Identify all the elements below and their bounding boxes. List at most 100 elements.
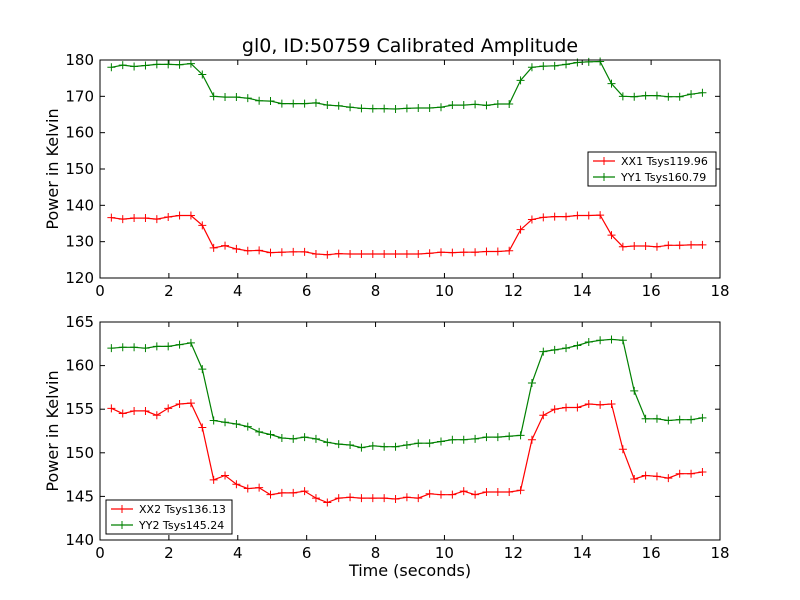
legend-marker — [600, 157, 608, 165]
data-point — [221, 471, 230, 480]
legend-label: XX2 Tsys136.13 — [139, 503, 226, 516]
data-point — [266, 97, 275, 106]
data-point — [141, 214, 150, 223]
data-point — [198, 70, 207, 79]
data-point — [346, 103, 355, 112]
data-point — [437, 490, 445, 499]
data-point — [118, 343, 127, 352]
series-yy1 — [107, 57, 707, 114]
data-point — [334, 249, 343, 258]
y-axis-label: Power in Kelvin — [43, 108, 62, 229]
y-tick-label: 170 — [65, 87, 94, 105]
data-point — [391, 495, 400, 504]
data-point — [277, 248, 286, 257]
data-point — [186, 211, 195, 220]
x-tick-label: 10 — [435, 282, 454, 300]
data-point — [437, 437, 445, 446]
data-point — [141, 61, 150, 70]
data-point — [402, 440, 411, 449]
series-line — [111, 338, 703, 449]
data-point — [255, 246, 264, 255]
data-point — [130, 343, 139, 352]
legend-entry: YY2 Tsys145.24 — [111, 519, 224, 532]
data-point — [243, 422, 252, 431]
data-point — [152, 342, 161, 351]
data-point — [539, 347, 548, 356]
data-point — [107, 344, 116, 353]
data-point — [516, 431, 525, 440]
data-point — [243, 246, 252, 255]
data-point — [675, 469, 684, 478]
legend-entry: XX1 Tsys119.96 — [593, 155, 708, 168]
data-point — [641, 414, 650, 423]
data-point — [482, 433, 491, 442]
data-point — [380, 442, 389, 451]
data-point — [459, 101, 468, 110]
data-point — [402, 104, 411, 113]
legend-label: XX1 Tsys119.96 — [621, 155, 708, 168]
data-point — [505, 432, 514, 441]
data-point — [346, 440, 355, 449]
data-point — [493, 247, 502, 256]
data-point — [334, 494, 343, 503]
legend-label: YY2 Tsys145.24 — [138, 519, 224, 532]
data-point — [232, 420, 241, 429]
data-point — [198, 423, 207, 432]
data-point — [618, 445, 627, 454]
data-point — [675, 241, 684, 250]
data-point — [368, 494, 377, 503]
data-point — [368, 441, 377, 450]
x-tick-label: 14 — [573, 282, 592, 300]
x-tick-label: 8 — [371, 282, 381, 300]
legend-marker — [118, 521, 126, 529]
data-point — [414, 103, 423, 112]
data-point — [277, 99, 286, 108]
x-tick-label: 6 — [302, 544, 312, 562]
data-point — [459, 435, 468, 444]
x-tick-label: 18 — [710, 282, 729, 300]
data-point — [300, 487, 309, 496]
top-axes: 0 2 4 6 8 10 12 14 16 18 120 130 140 150 160 170 180 Powe… — [43, 51, 730, 300]
data-point — [243, 484, 252, 493]
data-point — [652, 242, 661, 251]
data-point — [186, 338, 195, 347]
data-point — [391, 442, 400, 451]
data-point — [675, 92, 684, 101]
data-point — [266, 490, 275, 499]
data-point — [175, 399, 184, 408]
x-tick-label: 6 — [302, 282, 312, 300]
data-point — [164, 342, 173, 351]
data-point — [459, 248, 468, 257]
data-point — [471, 248, 480, 257]
data-point — [493, 99, 502, 108]
data-point — [652, 472, 661, 481]
data-point — [630, 474, 639, 483]
data-point — [562, 344, 571, 353]
data-point — [107, 404, 116, 413]
data-point — [277, 433, 286, 442]
data-point — [630, 92, 639, 101]
x-tick-label: 4 — [233, 544, 243, 562]
data-point — [505, 99, 514, 108]
data-point — [323, 438, 332, 447]
data-point — [516, 225, 525, 234]
x-tick-label: 2 — [164, 544, 174, 562]
data-point — [391, 250, 400, 259]
data-point — [573, 211, 582, 220]
data-point — [630, 242, 639, 251]
data-point — [118, 409, 127, 418]
data-point — [698, 240, 707, 249]
data-point — [300, 99, 309, 108]
data-point — [175, 60, 184, 69]
data-point — [698, 467, 707, 476]
series-line — [111, 60, 703, 110]
data-point — [562, 403, 571, 412]
data-point — [289, 434, 298, 443]
data-point — [527, 379, 536, 388]
figure-title: gl0, ID:50759 Calibrated Amplitude — [242, 35, 578, 57]
data-point — [584, 399, 593, 408]
data-point — [368, 104, 377, 113]
data-point — [550, 61, 559, 70]
series-xx1 — [107, 211, 707, 259]
